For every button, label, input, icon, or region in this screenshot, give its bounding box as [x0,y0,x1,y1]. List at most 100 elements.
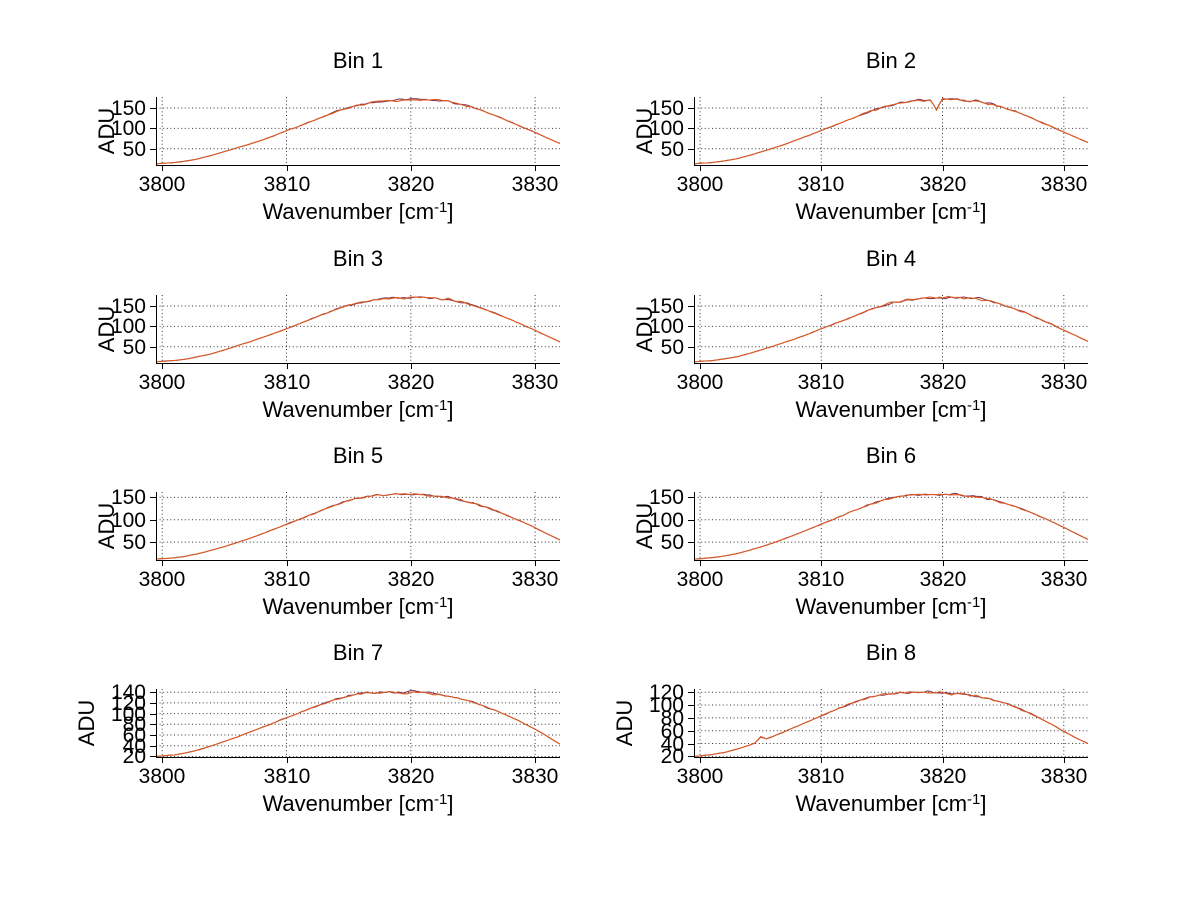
y-tick-mark [150,714,156,715]
x-axis-label-superscript: -1 [967,199,981,216]
x-axis-label-superscript: -1 [967,791,981,808]
plot-title: Bin 6 [865,443,917,468]
spectrum-line [156,691,560,757]
y-tick-mark [688,326,694,327]
x-tick-mark [287,757,288,763]
x-axis-label: Wavenumber [cm-1] [156,199,560,225]
y-tick-mark [688,520,694,521]
y-tick-mark [688,542,694,543]
y-axis-spine [156,97,157,166]
x-tick-label: 3810 [263,568,311,591]
y-axis-label: ADU [612,699,637,747]
y-axis-spine [694,295,695,364]
plot-area-bin-6 [694,492,1088,560]
y-tick-label: 50 [660,531,684,554]
x-axis-label: Wavenumber [cm-1] [156,397,560,423]
y-tick-label: 150 [110,486,146,509]
spectrum-line-under [156,690,560,757]
x-axis-spine [694,165,1088,166]
y-axis-spine [694,97,695,166]
x-axis-label-main: Wavenumber [cm [262,397,435,422]
x-tick-label: 3830 [1040,173,1088,196]
plot-area-bin-2 [694,97,1088,165]
x-tick-label: 3810 [797,173,845,196]
x-axis-label: Wavenumber [cm-1] [156,791,560,817]
y-tick-label: 80 [660,707,684,730]
y-axis-spine [156,689,157,758]
y-tick-mark [150,724,156,725]
spectrum-line [156,296,560,363]
x-axis-label: Wavenumber [cm-1] [694,397,1088,423]
y-tick-mark [150,326,156,327]
x-axis-spine [156,363,560,364]
x-axis-label-superscript: -1 [434,199,448,216]
x-tick-label: 3800 [676,765,724,788]
x-tick-mark [411,560,412,566]
x-tick-mark [535,363,536,369]
x-tick-mark [700,560,701,566]
x-tick-mark [1064,560,1065,566]
x-tick-mark [943,560,944,566]
x-tick-label: 3810 [797,568,845,591]
x-tick-mark [1064,165,1065,171]
x-tick-mark [535,560,536,566]
y-tick-mark [150,497,156,498]
y-tick-mark [150,108,156,109]
x-tick-mark [162,165,163,171]
y-tick-label: 40 [122,735,146,758]
y-axis-label: ADU [632,502,657,550]
x-tick-label: 3800 [676,371,724,394]
x-tick-mark [535,165,536,171]
y-tick-label: 100 [648,694,684,717]
x-axis-spine [694,757,1088,758]
y-tick-label: 20 [660,745,684,768]
x-tick-label: 3820 [387,568,435,591]
y-tick-label: 60 [660,720,684,743]
x-axis-spine [156,165,560,166]
x-tick-label: 3800 [138,568,186,591]
y-axis-spine [156,492,157,561]
x-tick-mark [535,757,536,763]
x-axis-label-close: ] [447,594,454,619]
x-tick-label: 3810 [263,765,311,788]
x-tick-label: 3820 [387,173,435,196]
x-tick-label: 3800 [676,568,724,591]
x-tick-label: 3800 [138,173,186,196]
x-tick-label: 3830 [511,765,559,788]
x-tick-label: 3810 [797,765,845,788]
plot-title: Bin 4 [865,246,917,271]
y-tick-label: 150 [648,295,684,318]
x-tick-mark [1064,363,1065,369]
y-tick-mark [150,542,156,543]
y-tick-mark [688,306,694,307]
y-axis-label: ADU [94,305,119,353]
y-tick-mark [150,746,156,747]
x-axis-label-close: ] [447,397,454,422]
y-tick-label: 40 [660,733,684,756]
y-axis-label: ADU [632,107,657,155]
y-tick-mark [688,149,694,150]
y-tick-label: 150 [648,486,684,509]
y-tick-mark [688,347,694,348]
y-tick-label: 150 [648,97,684,120]
plot-area-bin-5 [156,492,560,560]
y-tick-mark [150,756,156,757]
x-tick-mark [411,363,412,369]
y-tick-mark [150,347,156,348]
x-tick-label: 3820 [919,568,967,591]
x-tick-label: 3830 [511,173,559,196]
x-tick-mark [162,757,163,763]
x-axis-label: Wavenumber [cm-1] [694,791,1088,817]
y-tick-mark [150,128,156,129]
x-tick-label: 3810 [263,371,311,394]
x-tick-mark [943,757,944,763]
x-tick-label: 3820 [919,371,967,394]
y-tick-mark [688,692,694,693]
x-tick-label: 3810 [263,173,311,196]
x-tick-label: 3820 [919,765,967,788]
y-axis-label: ADU [94,502,119,550]
y-tick-label: 50 [660,336,684,359]
y-axis-spine [694,689,695,758]
y-axis-spine [156,295,157,364]
y-tick-mark [688,718,694,719]
